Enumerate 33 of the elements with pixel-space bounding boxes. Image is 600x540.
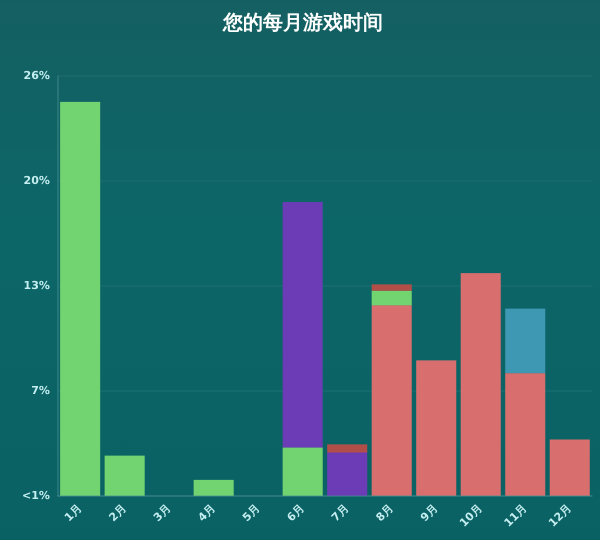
bar	[327, 452, 368, 496]
y-tick-label: 7%	[31, 384, 50, 397]
x-tick-label: 5月	[240, 502, 262, 524]
x-tick-label: 9月	[418, 502, 440, 524]
bar	[282, 202, 323, 448]
bar	[372, 284, 412, 291]
x-tick-label: 7月	[328, 502, 352, 524]
bar	[416, 360, 456, 496]
y-tick-label: 13%	[24, 278, 50, 292]
x-tick-label: 12月	[546, 502, 574, 530]
bar	[104, 456, 145, 496]
bar	[372, 290, 412, 306]
x-tick-label: 10月	[457, 502, 485, 530]
chart-title: 您的每月游戏时间	[222, 10, 383, 34]
x-tick-label: 2月	[106, 502, 129, 524]
y-tick-label: 26%	[24, 68, 50, 82]
bar	[327, 444, 368, 452]
bar	[60, 102, 100, 496]
bar	[505, 308, 546, 374]
bar	[194, 480, 234, 496]
y-tick-label: 20%	[24, 174, 50, 187]
x-tick-label: 3月	[150, 502, 174, 524]
x-tick-label: 11月	[502, 502, 530, 530]
x-tick-label: 4月	[195, 502, 218, 524]
bar	[282, 448, 323, 496]
bar	[460, 273, 501, 496]
bar	[372, 305, 412, 496]
x-tick-label: 6月	[284, 502, 307, 524]
x-tick-label: 8月	[373, 502, 396, 524]
y-tick-label: <1%	[22, 488, 50, 502]
x-tick-label: 1月	[62, 502, 84, 524]
bar	[505, 373, 546, 496]
bar	[550, 440, 590, 496]
